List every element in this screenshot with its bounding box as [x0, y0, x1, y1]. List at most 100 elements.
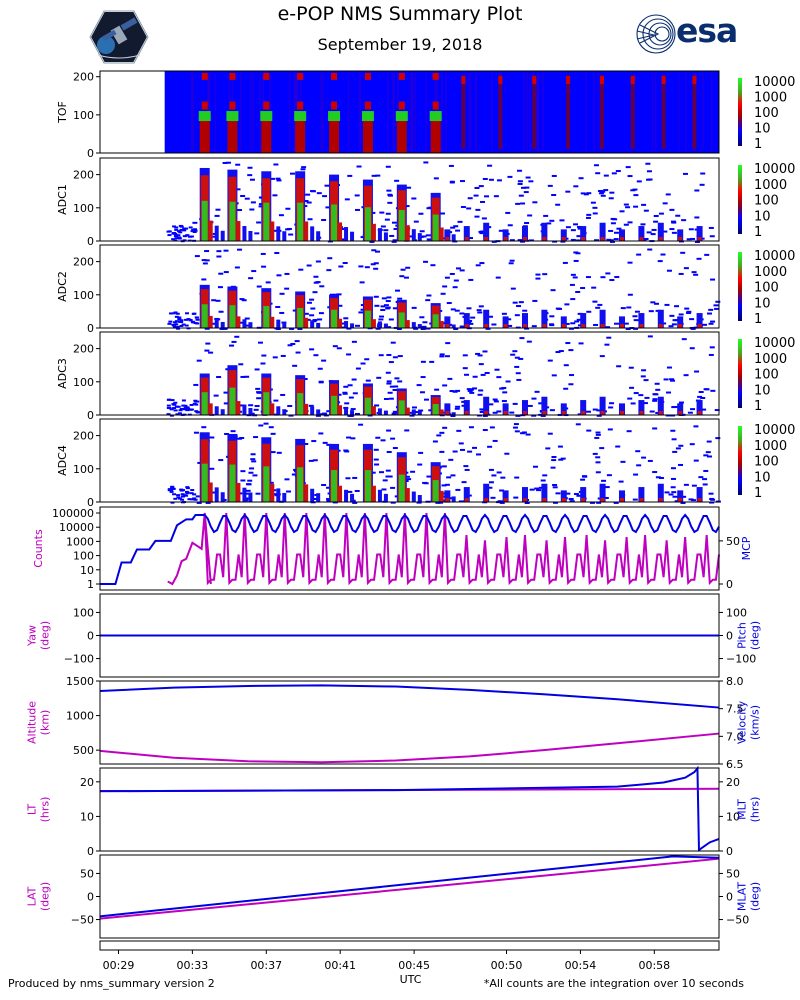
count-mark: [700, 172, 706, 175]
ytick-label: 200: [73, 430, 94, 443]
count-mark: [313, 275, 319, 278]
tof-peak-mid: [364, 101, 371, 110]
count-mark: [641, 369, 647, 372]
count-mark: [382, 479, 388, 482]
count-mark: [705, 451, 711, 454]
count-mark: [182, 227, 187, 230]
count-mark: [231, 340, 237, 343]
count-mark: [586, 192, 592, 195]
count-mark: [270, 451, 276, 454]
count-mark: [627, 221, 633, 224]
peak-green: [263, 466, 270, 502]
count-mark: [706, 312, 712, 315]
late-column-base: [445, 237, 450, 241]
side-column: [451, 496, 456, 502]
count-mark: [373, 295, 379, 298]
count-mark: [467, 197, 473, 200]
count-mark: [595, 172, 601, 175]
count-mark: [257, 341, 263, 344]
count-mark: [630, 189, 636, 192]
late-column: [677, 403, 684, 415]
count-mark: [664, 303, 670, 306]
count-mark: [387, 193, 393, 196]
tof-minor-peak: [661, 75, 666, 149]
count-mark: [450, 308, 456, 311]
count-mark: [580, 192, 586, 195]
count-mark: [180, 498, 185, 501]
ytick-label: 10000: [59, 521, 94, 534]
side-column: [248, 492, 253, 502]
count-mark: [316, 192, 322, 195]
colorbar: [738, 165, 742, 234]
count-mark: [258, 424, 264, 427]
count-mark: [620, 307, 626, 310]
count-mark: [306, 264, 312, 267]
count-mark: [321, 359, 327, 362]
count-mark: [174, 228, 179, 231]
count-mark: [322, 195, 328, 198]
count-mark: [474, 186, 480, 189]
count-mark: [204, 259, 210, 262]
count-mark: [166, 404, 171, 407]
count-mark: [249, 467, 255, 470]
side-column: [242, 404, 247, 415]
count-mark: [419, 391, 425, 394]
count-mark: [531, 397, 537, 400]
count-mark: [462, 354, 468, 357]
y-axis-label-right: (hrs): [749, 797, 762, 823]
count-mark: [439, 353, 445, 356]
count-mark: [694, 216, 700, 219]
count-mark: [454, 309, 460, 312]
count-mark: [493, 195, 499, 198]
side-column: [236, 221, 241, 241]
count-mark: [244, 375, 250, 378]
count-mark: [553, 501, 559, 504]
count-mark: [444, 355, 450, 358]
colorbar-label: 10000: [754, 423, 795, 438]
mlat-line: [99, 855, 720, 918]
count-mark: [265, 281, 271, 284]
count-mark: [609, 402, 615, 405]
late-column-base: [697, 411, 702, 415]
tof-minor-peak: [692, 75, 697, 149]
side-column: [316, 493, 321, 502]
count-mark: [344, 450, 350, 453]
count-mark: [245, 492, 251, 495]
count-mark: [452, 286, 458, 289]
count-mark: [552, 484, 558, 487]
lat-line: [99, 857, 720, 920]
y-axis-label-left: (deg): [39, 621, 52, 650]
count-mark: [173, 235, 178, 238]
count-mark: [657, 260, 663, 263]
late-column: [696, 487, 703, 502]
count-mark: [670, 486, 676, 489]
count-mark: [180, 493, 185, 496]
count-mark: [169, 408, 174, 411]
peak-green: [229, 305, 236, 328]
count-mark: [347, 490, 353, 493]
count-mark: [394, 179, 400, 182]
late-column-base: [503, 411, 508, 415]
late-column-base: [697, 237, 702, 241]
count-mark: [256, 397, 262, 400]
late-column-base: [561, 324, 566, 328]
count-mark: [422, 321, 428, 324]
count-mark: [701, 408, 707, 411]
count-mark: [391, 240, 397, 243]
count-mark: [482, 429, 488, 432]
count-mark: [514, 314, 520, 317]
side-column: [310, 406, 315, 415]
count-mark: [179, 488, 184, 491]
colorbar-label: 100: [754, 368, 779, 383]
count-mark: [270, 432, 276, 435]
count-mark: [686, 310, 692, 313]
count-mark: [303, 200, 309, 203]
count-mark: [288, 414, 294, 417]
count-mark: [445, 342, 451, 345]
late-column-base: [464, 237, 469, 241]
count-mark: [479, 262, 485, 265]
count-mark: [670, 379, 676, 382]
count-mark: [453, 279, 459, 282]
count-mark: [369, 240, 375, 243]
